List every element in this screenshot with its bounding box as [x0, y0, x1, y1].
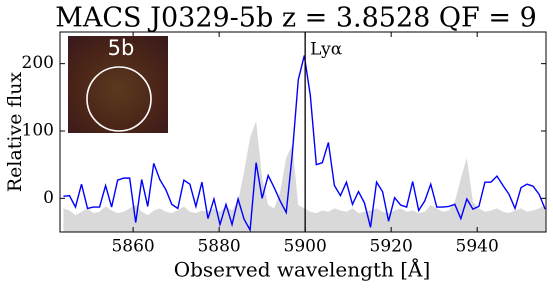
y-tick-label: 100 [22, 120, 54, 140]
inset-image [68, 36, 168, 133]
x-tick-label: 5900 [284, 237, 327, 257]
plot-frame [59, 31, 547, 233]
y-tick-label: 0 [43, 188, 54, 208]
x-tick-label: 5940 [456, 237, 499, 257]
y-axis-label: Relative flux [4, 72, 26, 193]
noise-area [63, 120, 546, 232]
x-tick-label: 5860 [111, 237, 154, 257]
lya-label: Lyα [310, 40, 343, 60]
y-tick-label: 200 [22, 53, 54, 73]
x-axis-label: Observed wavelength [Å] [174, 257, 431, 282]
inset-label: 5b [108, 36, 135, 60]
inset-circle [86, 66, 152, 132]
plot-area: Lyα 5860 5880 5900 5920 5940 0 100 200 5b [22, 31, 547, 257]
x-tick-label: 5880 [197, 237, 240, 257]
spectrum-line [63, 55, 546, 232]
chart-title: MACS J0329-5b z = 3.8528 QF = 9 [55, 3, 537, 34]
x-tick-label: 5920 [370, 237, 413, 257]
